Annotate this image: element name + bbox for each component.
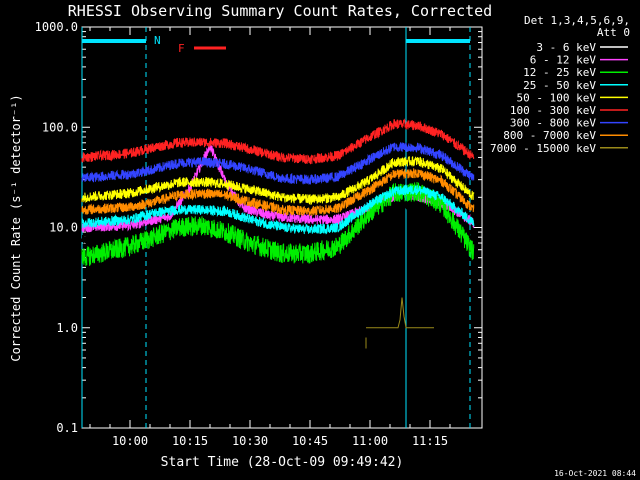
y-tick-label: 1000.0	[35, 20, 78, 34]
y-tick-label: 0.1	[56, 421, 78, 435]
y-axis-label: Corrected Count Rate (s⁻¹ detector⁻¹)	[9, 94, 23, 361]
y-tick-label: 1.0	[56, 321, 78, 335]
legend-label: 100 - 300 keV	[510, 104, 596, 117]
footer-timestamp: 16-Oct-2021 08:44	[554, 469, 636, 478]
legend-label: 800 - 7000 keV	[503, 129, 596, 142]
legend-label: 25 - 50 keV	[523, 79, 596, 92]
annotations: N F	[81, 27, 471, 428]
series-line-5	[81, 118, 475, 165]
legend-label: 6 - 12 keV	[530, 54, 597, 67]
x-tick-label: 10:45	[292, 434, 328, 448]
series-line-4	[81, 156, 475, 206]
night-label: N	[154, 34, 161, 47]
y-tick-label: 100.0	[42, 120, 78, 134]
chart-title: RHESSI Observing Summary Count Rates, Co…	[68, 2, 492, 20]
x-tick-label: 10:15	[172, 434, 208, 448]
x-tick-label: 11:15	[412, 434, 448, 448]
series-line-7	[81, 168, 475, 217]
data-series	[81, 118, 475, 349]
flare-label: F	[178, 42, 185, 55]
legend-label: 3 - 6 keV	[536, 41, 596, 54]
legend-label: 7000 - 15000 keV	[490, 142, 596, 155]
legend-header-line1: Det 1,3,4,5,6,9,	[524, 14, 630, 27]
series-line-6	[81, 142, 475, 185]
legend-label: 50 - 100 keV	[517, 91, 597, 104]
legend-label: 300 - 800 keV	[510, 117, 596, 130]
series-line-3	[81, 184, 475, 235]
legend-label: 12 - 25 keV	[523, 66, 596, 79]
x-axis-label: Start Time (28-Oct-09 09:49:42)	[161, 455, 404, 470]
series-line-8	[366, 297, 434, 329]
x-tick-label: 10:30	[232, 434, 268, 448]
x-tick-label: 10:00	[112, 434, 148, 448]
legend-header-line2: Att 0	[597, 26, 630, 39]
x-tick-label: 11:00	[352, 434, 388, 448]
y-tick-label: 10.0	[49, 221, 78, 235]
